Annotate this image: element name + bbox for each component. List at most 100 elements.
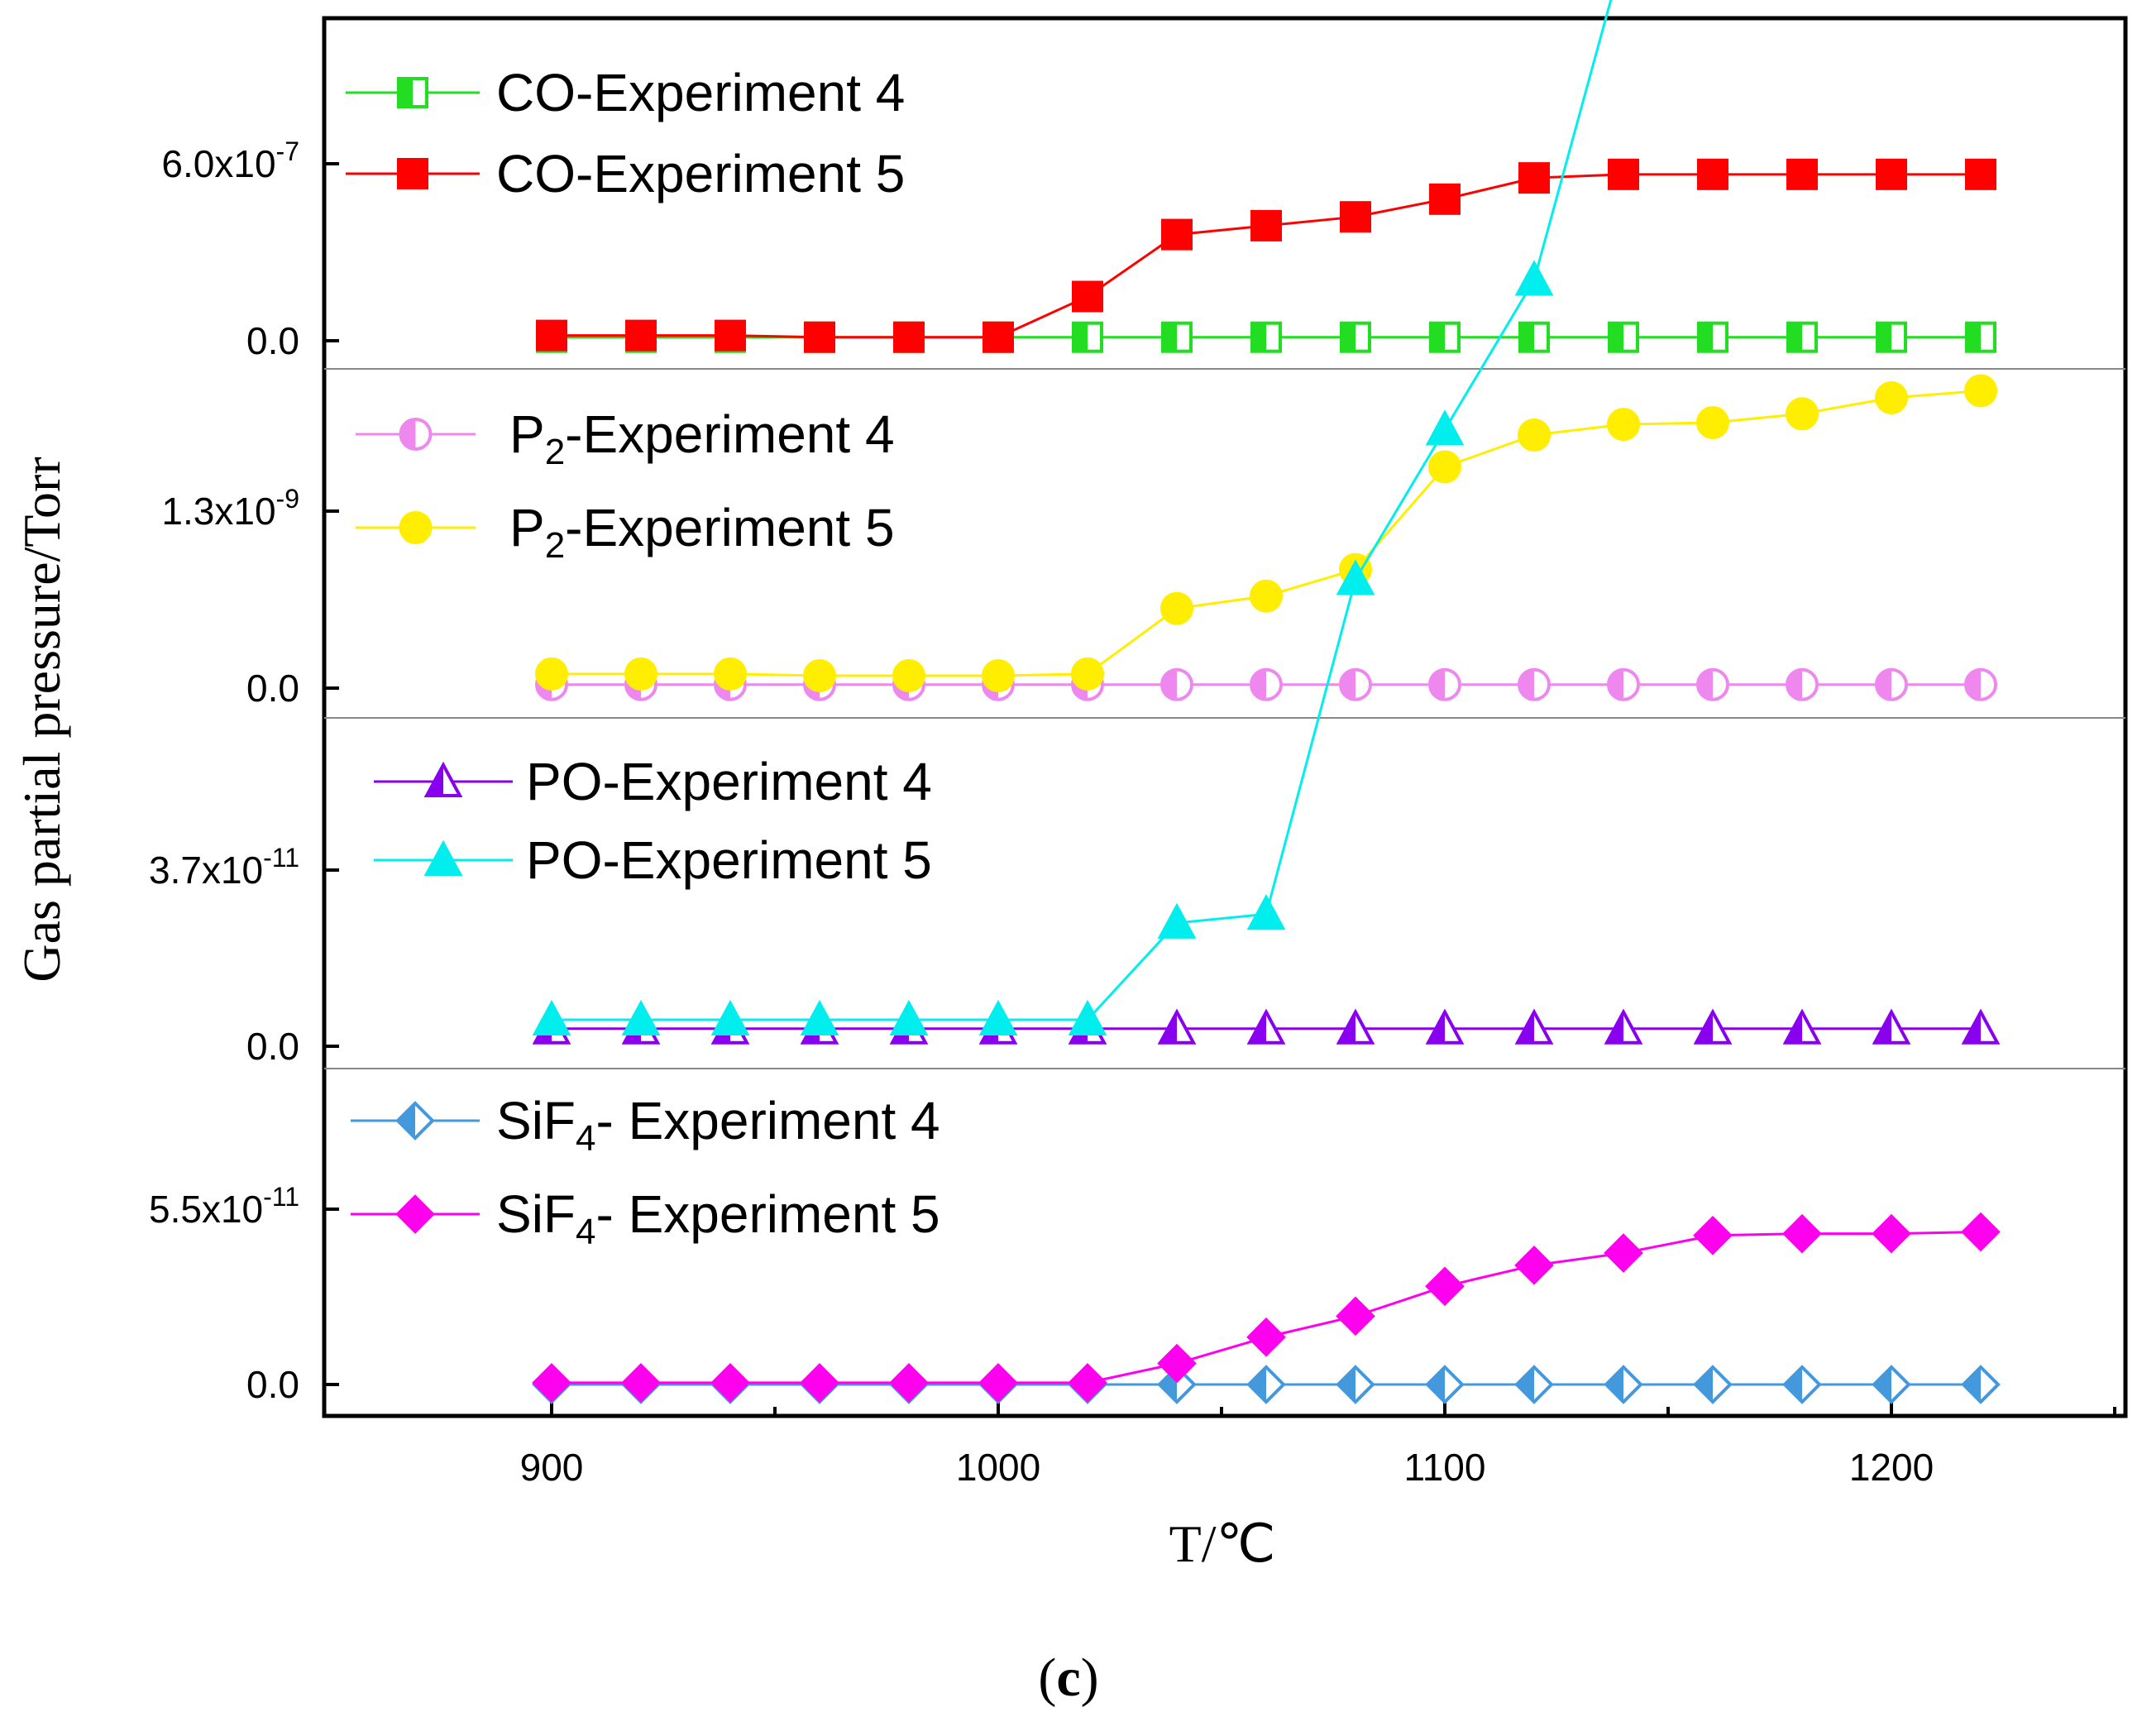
data-point bbox=[532, 1363, 571, 1403]
y-tick-label: 3.7x10-11 bbox=[149, 843, 299, 892]
data-point bbox=[1514, 1365, 1554, 1404]
caption-letter: c bbox=[1056, 1648, 1080, 1708]
data-point bbox=[1246, 894, 1286, 930]
legend-label: SiF4- Experiment 5 bbox=[496, 1184, 940, 1252]
data-point bbox=[1607, 408, 1640, 442]
data-point bbox=[1518, 418, 1551, 452]
data-point bbox=[1786, 667, 1819, 701]
data-point bbox=[535, 657, 568, 691]
data-point bbox=[715, 319, 746, 352]
data-point bbox=[1696, 667, 1729, 701]
data-point bbox=[889, 1363, 929, 1403]
data-point bbox=[399, 511, 433, 544]
data-point bbox=[1246, 1008, 1286, 1045]
legend-label: CO-Experiment 4 bbox=[496, 63, 905, 122]
data-point bbox=[1964, 374, 1997, 408]
data-point bbox=[1428, 667, 1461, 701]
data-point bbox=[1514, 1246, 1554, 1285]
data-point bbox=[1782, 1365, 1822, 1404]
data-point bbox=[621, 1363, 661, 1403]
y-tick-label-zero: 0.0 bbox=[246, 319, 299, 362]
y-tick-mantissa: 1.3x10 bbox=[161, 490, 275, 533]
data-point bbox=[624, 657, 657, 691]
data-point bbox=[1782, 1213, 1822, 1254]
y-tick-label: 5.5x10-11 bbox=[149, 1182, 299, 1231]
series-sif4-5 bbox=[532, 1212, 2001, 1403]
data-point bbox=[1961, 1365, 2001, 1404]
series-co-4 bbox=[536, 321, 1996, 353]
y-tick-exponent: -11 bbox=[263, 843, 299, 873]
x-tick-label: 1200 bbox=[1849, 1446, 1934, 1489]
data-point bbox=[1161, 321, 1193, 353]
data-point bbox=[1876, 158, 1907, 190]
data-point bbox=[978, 1363, 1018, 1403]
data-point bbox=[1250, 321, 1282, 353]
data-point bbox=[1336, 559, 1375, 595]
data-point bbox=[397, 158, 428, 189]
data-point bbox=[1961, 1212, 2001, 1252]
data-point bbox=[1425, 409, 1465, 446]
data-point bbox=[1514, 260, 1554, 296]
data-point bbox=[1518, 321, 1550, 353]
data-point bbox=[982, 659, 1015, 693]
legend-label: PO-Experiment 4 bbox=[526, 752, 932, 811]
data-point bbox=[423, 761, 463, 797]
series-line bbox=[552, 1231, 1982, 1384]
data-point bbox=[1336, 1296, 1375, 1337]
series-p2-5 bbox=[535, 374, 1997, 693]
data-point bbox=[1072, 321, 1103, 353]
legend-label: PO-Experiment 5 bbox=[526, 830, 932, 890]
data-point bbox=[1340, 321, 1371, 353]
series-co-5 bbox=[536, 158, 1996, 353]
data-point bbox=[1604, 1008, 1643, 1045]
data-point bbox=[1072, 280, 1103, 313]
legend-label: CO-Experiment 5 bbox=[496, 144, 905, 203]
data-point bbox=[1608, 321, 1639, 353]
data-point bbox=[1965, 158, 1996, 190]
data-point bbox=[1250, 579, 1283, 613]
data-point bbox=[1608, 158, 1639, 190]
data-point bbox=[1425, 1008, 1465, 1045]
y-tick-label: 1.3x10-9 bbox=[161, 484, 299, 533]
data-point bbox=[1875, 381, 1908, 415]
data-point bbox=[983, 321, 1014, 353]
data-point bbox=[1786, 158, 1818, 190]
data-point bbox=[1693, 1008, 1733, 1045]
data-point bbox=[1518, 667, 1551, 701]
y-tick-exponent: -7 bbox=[276, 136, 299, 166]
data-point bbox=[889, 999, 929, 1036]
data-point bbox=[1339, 667, 1372, 701]
data-point bbox=[395, 1194, 435, 1234]
data-point bbox=[1964, 667, 1997, 701]
y-axis-ticks: 0.06.0x10-70.01.3x10-90.03.7x10-110.05.5… bbox=[149, 136, 339, 1406]
legend-label: SiF4- Experiment 4 bbox=[496, 1091, 940, 1159]
data-point bbox=[1428, 450, 1461, 484]
x-axis-title: T/℃ bbox=[1169, 1514, 1276, 1573]
data-point bbox=[1872, 1365, 1911, 1404]
data-point bbox=[1961, 1008, 2001, 1045]
series-po-5 bbox=[532, 0, 1613, 1036]
data-point bbox=[1697, 321, 1728, 353]
data-point bbox=[1246, 1317, 1286, 1357]
caption-close: ) bbox=[1081, 1648, 1099, 1708]
data-point bbox=[1425, 1266, 1465, 1307]
legend-layer: CO-Experiment 4 CO-Experiment 5 P2-Experim… bbox=[346, 63, 940, 1252]
data-point bbox=[1696, 406, 1729, 439]
data-point bbox=[714, 657, 747, 691]
data-point bbox=[710, 999, 750, 1036]
data-point bbox=[1786, 397, 1819, 431]
data-point bbox=[625, 319, 657, 352]
data-point bbox=[1429, 321, 1461, 353]
figure-caption: (c) bbox=[1038, 1648, 1098, 1708]
legend-item: CO-Experiment 4 bbox=[346, 63, 905, 122]
series-po-4 bbox=[532, 1008, 2001, 1045]
data-point bbox=[1693, 1365, 1733, 1404]
data-point bbox=[1607, 667, 1640, 701]
legend-item: PO-Experiment 4 bbox=[374, 752, 932, 811]
data-point bbox=[1697, 158, 1728, 190]
legend-item: PO-Experiment 5 bbox=[374, 830, 932, 890]
data-point bbox=[1518, 162, 1550, 194]
series-sif4-4 bbox=[532, 1365, 2001, 1404]
data-point bbox=[1340, 201, 1371, 233]
